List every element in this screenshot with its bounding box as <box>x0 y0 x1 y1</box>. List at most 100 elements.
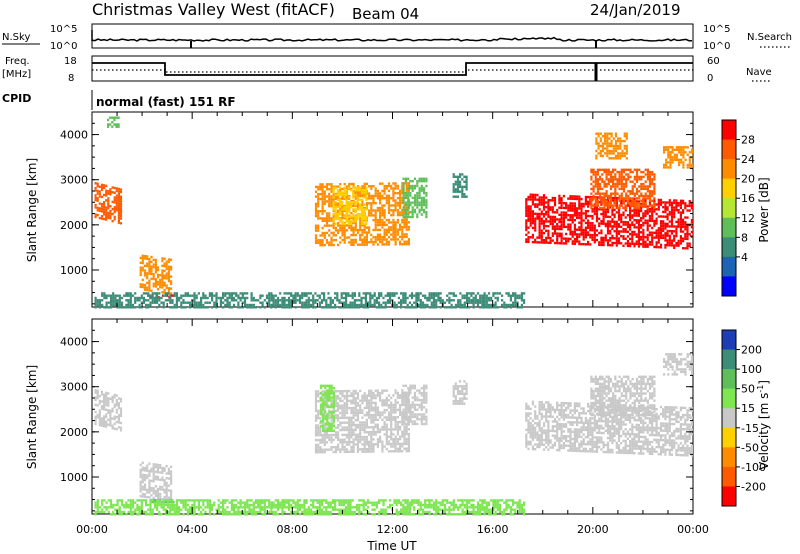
echo-cell <box>116 303 119 307</box>
echo-cell <box>327 303 330 307</box>
echo-cell <box>619 144 622 148</box>
echo-cell <box>379 194 382 198</box>
echo-cell <box>635 212 638 215</box>
echo-cell <box>328 410 331 413</box>
echo-cell <box>356 186 359 189</box>
echo-cell <box>551 225 554 228</box>
echo-cell <box>374 404 377 407</box>
echo-cell <box>682 163 685 167</box>
echo-cell <box>319 197 322 201</box>
echo-cell <box>626 225 629 229</box>
echo-cell <box>139 480 142 483</box>
echo-cell <box>385 408 388 412</box>
echo-cell <box>363 241 366 244</box>
echo-cell <box>407 203 410 207</box>
echo-cell <box>323 399 326 403</box>
echo-cell <box>314 443 318 447</box>
echo-cell <box>341 392 344 395</box>
echo-cell <box>319 386 323 390</box>
echo-cell <box>401 403 404 407</box>
echo-cell <box>601 206 604 210</box>
echo-cell <box>416 194 419 197</box>
echo-cell <box>425 199 428 202</box>
echo-cell <box>215 303 218 307</box>
echo-cell <box>385 223 388 227</box>
echo-cell <box>556 218 559 221</box>
echo-cell <box>385 418 388 421</box>
echo-cell <box>690 207 693 210</box>
echo-cell <box>107 418 110 422</box>
echo-cell <box>334 197 337 200</box>
echo-cell <box>402 191 405 195</box>
echo-cell <box>328 438 331 442</box>
echo-cell <box>375 306 378 309</box>
echo-cell <box>98 411 101 415</box>
echo-cell <box>354 197 357 200</box>
echo-cell <box>620 170 623 174</box>
echo-cell <box>623 135 626 138</box>
echo-cell <box>589 226 592 230</box>
echo-cell <box>558 220 561 224</box>
echo-cell <box>680 151 683 154</box>
echo-cell <box>107 411 110 414</box>
echo-cell <box>339 450 342 454</box>
nsky-tick-bottom: 10^0 <box>50 41 77 52</box>
echo-cell <box>317 202 320 206</box>
echo-cell <box>459 303 462 307</box>
echo-cell <box>321 183 324 186</box>
echo-cell <box>534 229 537 232</box>
echo-cell <box>224 299 227 302</box>
echo-cell <box>352 394 355 398</box>
echo-cell <box>688 161 691 164</box>
echo-cell <box>538 222 541 225</box>
echo-cell <box>392 433 395 436</box>
echo-cell <box>367 303 370 307</box>
echo-cell <box>372 401 375 405</box>
echo-cell <box>169 301 172 304</box>
echo-cell <box>420 187 423 190</box>
echo-cell <box>525 233 528 236</box>
echo-cell <box>474 296 477 300</box>
echo-cell <box>622 206 626 210</box>
echo-cell <box>115 408 118 412</box>
echo-cell <box>595 142 598 145</box>
echo-cell <box>536 198 539 201</box>
echo-cell <box>337 419 340 422</box>
echo-cell <box>332 424 335 428</box>
echo-cell <box>325 448 329 451</box>
echo-cell <box>341 220 344 223</box>
echo-cell <box>373 303 376 307</box>
echo-cell <box>399 213 402 217</box>
echo-cell <box>332 234 335 237</box>
echo-cell <box>148 267 151 270</box>
echo-cell <box>94 398 97 402</box>
echo-cell <box>380 294 383 297</box>
echo-cell <box>418 194 421 197</box>
echo-cell <box>305 299 308 302</box>
echo-cell <box>117 402 120 405</box>
echo-cell <box>368 433 371 436</box>
echo-cell <box>637 231 640 234</box>
freq-frame <box>91 55 694 82</box>
echo-cell <box>432 296 436 300</box>
echo-cell <box>317 451 320 454</box>
echo-cell <box>263 299 266 302</box>
echo-cell <box>538 208 541 211</box>
echo-cell <box>567 218 570 222</box>
echo-cell <box>406 296 409 300</box>
echo-cell <box>343 433 346 437</box>
echo-cell <box>404 422 407 426</box>
echo-cell <box>363 399 366 402</box>
echo-cell <box>161 471 164 474</box>
echo-cell <box>375 301 378 304</box>
echo-cell <box>401 201 404 205</box>
echo-cell <box>578 214 581 217</box>
echo-cell <box>659 222 663 225</box>
echo-cell <box>624 199 627 203</box>
echo-cell <box>336 189 339 192</box>
echo-cell <box>682 221 685 224</box>
echo-cell <box>372 426 375 429</box>
echo-cell <box>383 238 386 241</box>
echo-cell <box>401 420 404 424</box>
echo-cell <box>456 183 460 186</box>
